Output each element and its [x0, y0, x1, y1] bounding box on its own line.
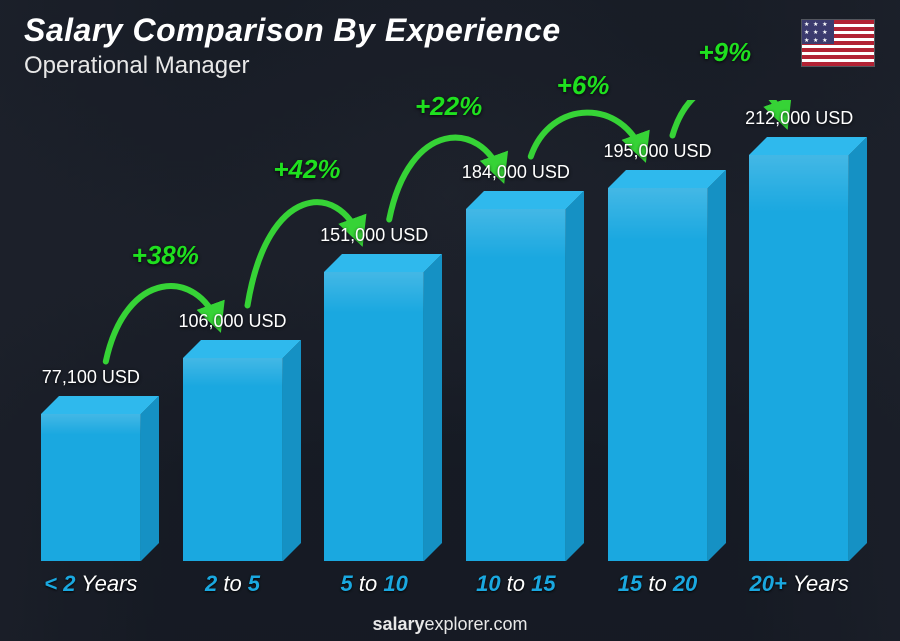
- bar-value-label: 195,000 USD: [603, 141, 711, 162]
- credit-rest: explorer.com: [425, 614, 528, 634]
- delta-label: +42%: [273, 154, 340, 185]
- category-label: 20+ Years: [728, 571, 870, 611]
- infographic-stage: Salary Comparison By Experience Operatio…: [0, 0, 900, 641]
- category-label: 10 to 15: [445, 571, 587, 611]
- bar-slot: 212,000 USD: [728, 100, 870, 561]
- category-axis: < 2 Years2 to 55 to 1010 to 1515 to 2020…: [20, 571, 870, 611]
- delta-label: +9%: [698, 37, 751, 68]
- bar-value-label: 106,000 USD: [178, 311, 286, 332]
- bar: 212,000 USD: [749, 155, 849, 561]
- bar: 77,100 USD: [41, 414, 141, 561]
- delta-label: +22%: [415, 91, 482, 122]
- credit-bold: salary: [372, 614, 424, 634]
- bar: 184,000 USD: [466, 209, 566, 561]
- bar: 106,000 USD: [183, 358, 283, 561]
- bar-value-label: 77,100 USD: [42, 367, 140, 388]
- us-flag-icon: [802, 20, 874, 66]
- page-title: Salary Comparison By Experience: [24, 12, 561, 49]
- page-subtitle: Operational Manager: [24, 52, 249, 80]
- bar-value-label: 184,000 USD: [462, 162, 570, 183]
- bars-container: 77,100 USD 106,000 USD 151,000 USD 184,000 …: [20, 100, 870, 561]
- category-label: < 2 Years: [20, 571, 162, 611]
- category-label: 15 to 20: [587, 571, 729, 611]
- bar: 195,000 USD: [608, 188, 708, 561]
- bar-slot: 184,000 USD: [445, 100, 587, 561]
- category-label: 5 to 10: [303, 571, 445, 611]
- delta-label: +38%: [132, 240, 199, 271]
- bar-slot: 195,000 USD: [587, 100, 729, 561]
- bar: 151,000 USD: [324, 272, 424, 561]
- bar-slot: 77,100 USD: [20, 100, 162, 561]
- credit-line: salaryexplorer.com: [0, 614, 900, 635]
- delta-label: +6%: [557, 70, 610, 101]
- bar-value-label: 212,000 USD: [745, 108, 853, 129]
- category-label: 2 to 5: [162, 571, 304, 611]
- bar-value-label: 151,000 USD: [320, 225, 428, 246]
- chart-area: 77,100 USD 106,000 USD 151,000 USD 184,000 …: [20, 100, 870, 561]
